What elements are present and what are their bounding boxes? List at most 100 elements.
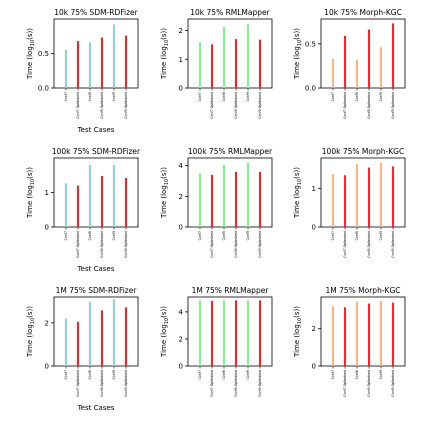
x-tick-label: Conf7 — [331, 231, 335, 240]
bar-conf8 — [355, 59, 359, 88]
subplot-title: 100k 75% Morph-KGC — [322, 147, 404, 156]
bar-conf7 — [64, 183, 68, 227]
bar-conf8-optimized — [367, 303, 371, 366]
y-tick-label: 0.0 — [38, 85, 49, 93]
bar-conf9 — [112, 299, 116, 366]
x-tick-label: Conf8 — [88, 370, 92, 379]
bar-conf7 — [331, 58, 335, 88]
bar-conf7-optimized — [76, 41, 80, 88]
y-axis-label: Time (log10(s)) — [26, 28, 36, 80]
subplot-title: 1M 75% SDM-RDFizer — [56, 286, 138, 295]
y-tick-label: 0 — [312, 224, 316, 232]
x-tick-label: Conf9 Optimized — [258, 92, 262, 119]
y-tick-label: 0 — [179, 224, 183, 232]
x-tick-label: Conf8 — [222, 92, 226, 101]
bar-conf9-optimized — [391, 23, 395, 88]
y-tick-label: 0 — [45, 363, 49, 371]
x-tick-label: Conf7 Optimized — [210, 370, 214, 397]
x-tick-label: Conf7 Optimized — [343, 231, 347, 258]
y-tick-label: 0.5 — [305, 40, 316, 48]
y-tick-label: 0.0 — [305, 85, 316, 93]
x-tick-label: Conf7 Optimized — [343, 370, 347, 397]
x-tick-label: Conf9 — [246, 370, 250, 379]
x-axis-label: Test Cases — [77, 265, 115, 273]
x-tick-label: Conf8 Optimized — [367, 231, 371, 258]
bar-conf7 — [331, 306, 335, 366]
x-tick-label: Conf8 — [88, 231, 92, 240]
bar-conf8-optimized — [367, 29, 371, 88]
bar-conf8 — [88, 164, 92, 227]
bar-conf8-optimized — [100, 310, 104, 366]
y-tick-label: 1 — [179, 56, 183, 64]
plot-frame — [53, 296, 139, 367]
bar-conf8 — [222, 164, 226, 227]
bar-conf9 — [379, 300, 383, 366]
x-tick-label: Conf7 Optimized — [76, 231, 80, 258]
bar-conf9-optimized — [258, 39, 262, 88]
subplot-title: 1M 75% Morph-KGC — [325, 286, 400, 295]
x-tick-label: Conf9 Optimized — [391, 370, 395, 397]
x-tick-label: Conf8 Optimized — [100, 370, 104, 397]
bar-conf9 — [246, 300, 250, 366]
x-tick-label: Conf7 Optimized — [343, 92, 347, 119]
bar-conf7-optimized — [76, 321, 80, 366]
x-tick-label: Conf9 Optimized — [391, 92, 395, 119]
bar-conf9 — [246, 162, 250, 227]
bar-conf8-optimized — [234, 300, 238, 366]
x-tick-label: Conf9 Optimized — [124, 92, 128, 119]
x-tick-label: Conf8 Optimized — [367, 370, 371, 397]
bar-conf9-optimized — [124, 35, 128, 88]
plot-frame — [187, 157, 273, 228]
x-tick-label: Conf8 — [355, 370, 359, 379]
bar-conf8 — [355, 301, 359, 366]
bar-conf7-optimized — [343, 307, 347, 366]
y-tick-label: 2 — [179, 27, 183, 35]
y-tick-label: 0 — [45, 224, 49, 232]
y-tick-label: 2 — [312, 325, 316, 333]
x-tick-label: Conf7 Optimized — [76, 370, 80, 397]
x-tick-label: Conf9 Optimized — [124, 370, 128, 397]
plot-frame — [320, 157, 406, 228]
x-tick-label: Conf9 — [112, 92, 116, 101]
bar-conf9 — [246, 24, 250, 88]
bar-conf9 — [112, 24, 116, 88]
x-tick-label: Conf7 — [198, 370, 202, 379]
y-axis-label: Time (log10(s)) — [160, 28, 170, 80]
y-tick-label: 2 — [179, 335, 183, 343]
y-tick-label: 2 — [179, 193, 183, 201]
x-tick-label: Conf8 — [88, 92, 92, 101]
bar-conf7-optimized — [343, 35, 347, 88]
y-axis-label: Time (log10(s)) — [26, 306, 36, 358]
x-tick-label: Conf9 Optimized — [124, 231, 128, 258]
y-tick-label: 0.5 — [38, 50, 49, 58]
bar-conf7 — [198, 42, 202, 88]
bar-conf9 — [112, 164, 116, 227]
x-tick-label: Conf8 Optimized — [234, 370, 238, 397]
x-axis-label: Test Cases — [77, 126, 115, 134]
y-axis-label: Time (log10(s)) — [160, 167, 170, 219]
y-axis-label: Time (log10(s)) — [293, 306, 303, 358]
bar-conf8 — [222, 300, 226, 366]
bar-conf7-optimized — [210, 44, 214, 88]
bar-conf9-optimized — [124, 307, 128, 366]
x-tick-label: Conf8 — [355, 92, 359, 101]
y-tick-label: 0 — [312, 363, 316, 371]
x-tick-label: Conf7 — [331, 370, 335, 379]
y-tick-label: 0 — [179, 363, 183, 371]
plot-frame — [320, 18, 406, 89]
subplot-title: 100k 75% RMLMapper — [188, 147, 273, 156]
bar-conf7-optimized — [210, 174, 214, 227]
subplot-title: 10k 75% RMLMapper — [190, 8, 270, 17]
plot-frame — [187, 296, 273, 367]
x-tick-label: Conf8 — [222, 231, 226, 240]
y-tick-label: 0 — [179, 85, 183, 93]
bar-conf7 — [64, 318, 68, 366]
x-axis-label: Test Cases — [77, 404, 115, 412]
x-tick-label: Conf9 — [246, 231, 250, 240]
bar-conf9 — [379, 162, 383, 227]
x-tick-label: Conf7 — [64, 92, 68, 101]
subplot-7: 1M 75% SDM-RDFizer 0 2 Time (log10(s)) Conf7… — [26, 286, 139, 412]
bar-conf7 — [198, 300, 202, 366]
